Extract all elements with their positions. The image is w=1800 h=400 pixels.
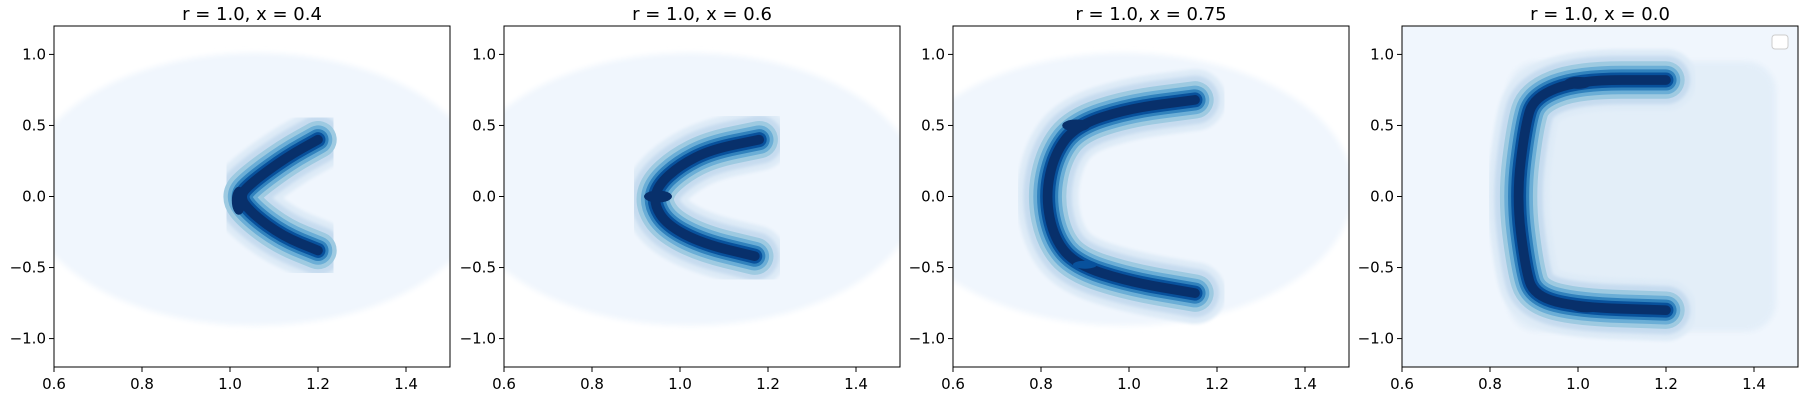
y-tick-label: 0.0 [22,188,46,206]
x-tick-label: 1.4 [844,375,868,393]
x-tick-label: 1.0 [1566,375,1590,393]
y-tick-label: 0.0 [1370,188,1394,206]
density-plot-area [953,26,1349,367]
x-tick-label: 0.8 [580,375,604,393]
subplot-2: r = 1.0, x = 0.6 0.6 0.8 1.0 1.2 1.4 −1.0 −0.5… [460,4,901,393]
density-peak [1073,260,1097,269]
y-tick-label: −1.0 [460,330,496,348]
panel-title: r = 1.0, x = 0.75 [1075,4,1226,25]
density-peak [1062,119,1091,132]
x-tick-label: 0.8 [130,375,154,393]
contour-band-7 [237,134,323,256]
y-tick-label: 0.5 [472,116,496,134]
y-tick-label: −0.5 [909,259,945,277]
panel-title: r = 1.0, x = 0.6 [632,4,772,25]
x-tick-label: 1.2 [306,375,330,393]
x-tick-label: 1.4 [1742,375,1766,393]
axis-ticks: 0.6 0.8 1.0 1.2 1.4 −1.0 −0.5 0.0 0.5 1.0 [1358,45,1766,393]
x-tick-label: 0.6 [941,375,965,393]
contour-band-7 [1513,75,1671,316]
x-tick-label: 1.2 [1654,375,1678,393]
x-tick-label: 1.0 [1117,375,1141,393]
y-tick-label: 1.0 [22,45,46,63]
x-tick-label: 1.0 [218,375,242,393]
y-tick-label: 0.5 [921,116,945,134]
x-tick-label: 0.6 [492,375,516,393]
density-plot-area [54,26,450,367]
y-tick-label: −1.0 [1358,330,1394,348]
y-tick-label: −0.5 [460,259,496,277]
y-tick-label: 1.0 [921,45,945,63]
y-tick-label: 0.5 [22,116,46,134]
axis-ticks: 0.6 0.8 1.0 1.2 1.4 −1.0 −0.5 0.0 0.5 1.0 [460,45,868,393]
empty-legend-box [1771,34,1789,50]
density-haze [1507,61,1776,332]
y-tick-label: −0.5 [10,259,46,277]
density-plot-area [504,26,900,367]
axis-ticks: 0.6 0.8 1.0 1.2 1.4 −1.0 −0.5 0.0 0.5 1.0 [10,45,418,393]
x-tick-label: 1.0 [668,375,692,393]
x-tick-label: 1.2 [1205,375,1229,393]
x-tick-label: 0.8 [1029,375,1053,393]
density-peak [1564,76,1592,89]
contour-band-7 [650,134,765,262]
density-peak [644,190,672,203]
x-tick-label: 1.2 [756,375,780,393]
x-tick-label: 0.8 [1478,375,1502,393]
panel-title: r = 1.0, x = 0.4 [182,4,322,25]
y-tick-label: 0.0 [921,188,945,206]
density-peak [1570,302,1603,313]
y-tick-label: 0.0 [472,188,496,206]
y-tick-label: −0.5 [1358,259,1394,277]
x-tick-label: 1.4 [1293,375,1317,393]
density-plot-area [1402,26,1798,367]
y-tick-label: 1.0 [472,45,496,63]
density-haze [504,53,900,326]
subplot-4: r = 1.0, x = 0.0 0.6 0.8 1.0 1.2 1.4 −1.0 −0.5… [1358,4,1799,393]
y-tick-label: 0.5 [1370,116,1394,134]
panel-title: r = 1.0, x = 0.0 [1530,4,1670,25]
subplot-3: r = 1.0, x = 0.75 0.6 0.8 1.0 1.2 1.4 −1.0 −0.… [909,4,1350,393]
x-tick-label: 0.6 [1390,375,1414,393]
y-tick-label: 1.0 [1370,45,1394,63]
x-tick-label: 1.4 [394,375,418,393]
x-tick-label: 0.6 [42,375,66,393]
y-tick-label: −1.0 [10,330,46,348]
axis-ticks: 0.6 0.8 1.0 1.2 1.4 −1.0 −0.5 0.0 0.5 1.0 [909,45,1317,393]
y-tick-label: −1.0 [909,330,945,348]
density-peak [231,186,246,215]
subplot-1: r = 1.0, x = 0.4 0.6 0.8 1.0 1.2 1.4 −1.0 −0.5… [10,4,451,393]
contour-band-7 [1042,95,1200,298]
